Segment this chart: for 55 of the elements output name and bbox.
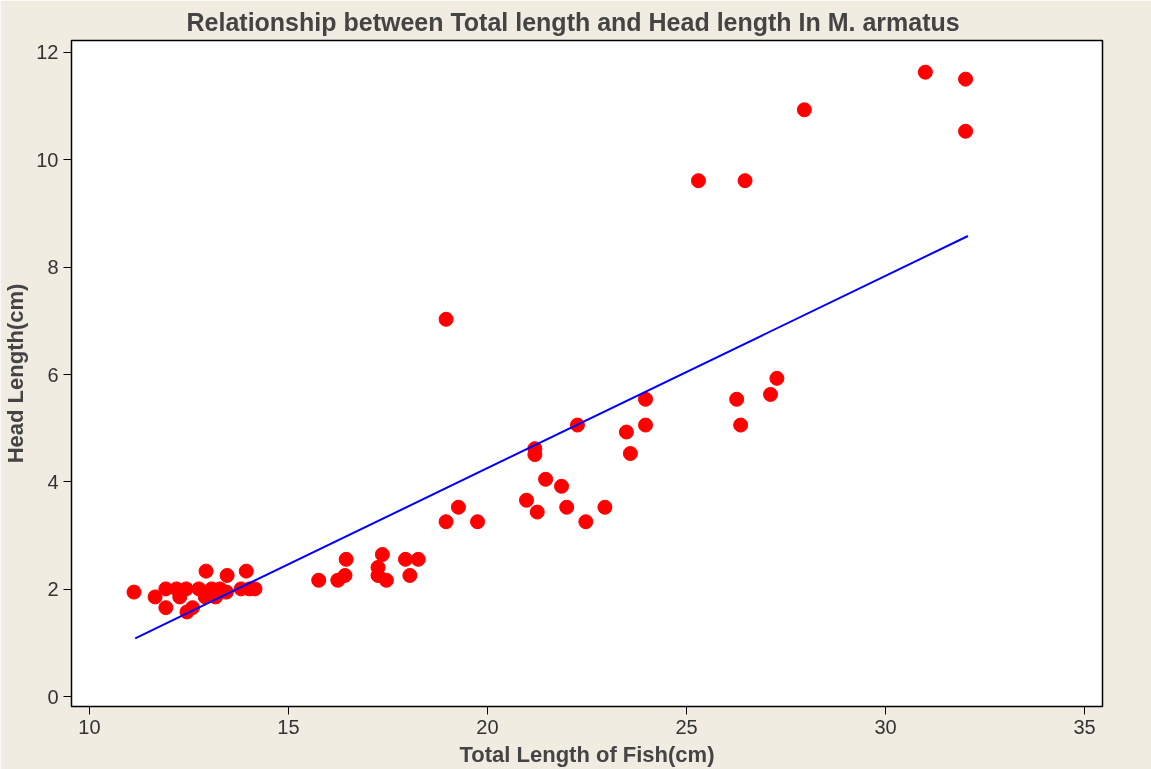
point — [622, 446, 638, 462]
point — [397, 551, 413, 567]
y-tick-label: 8 — [47, 256, 59, 279]
y-tick-label: 4 — [47, 470, 59, 493]
point — [518, 492, 534, 508]
point — [450, 499, 466, 515]
point — [374, 547, 390, 562]
point — [198, 563, 214, 579]
y-axis-title: Head Length(cm) — [3, 283, 29, 464]
point — [378, 572, 394, 588]
x-axis-title: Total Length of Fish(cm) — [459, 741, 715, 767]
point — [219, 567, 235, 583]
point — [147, 589, 163, 605]
point — [470, 514, 486, 530]
point — [958, 71, 974, 87]
point — [690, 173, 706, 189]
point — [529, 504, 545, 520]
y-tick-label: 2 — [47, 578, 59, 601]
point — [337, 567, 353, 583]
point — [238, 563, 254, 579]
y-tick-label: 0 — [47, 685, 59, 708]
x-tick-label: 15 — [277, 715, 300, 738]
point — [338, 551, 354, 567]
point — [311, 572, 327, 588]
point — [917, 64, 933, 80]
y-tick-label: 12 — [36, 41, 59, 64]
point — [597, 499, 613, 515]
point — [618, 424, 634, 440]
point — [733, 417, 749, 433]
point — [769, 370, 785, 386]
point — [958, 123, 974, 139]
point — [158, 600, 174, 616]
point — [763, 386, 779, 402]
point — [578, 514, 594, 530]
point — [538, 471, 554, 487]
point — [638, 391, 654, 407]
y-tick-label: 6 — [47, 363, 59, 386]
point — [638, 417, 654, 433]
point — [554, 478, 570, 494]
x-tick-label: 30 — [874, 715, 897, 738]
point — [438, 514, 454, 530]
point — [402, 567, 418, 583]
point — [559, 499, 575, 515]
point — [410, 551, 426, 567]
x-tick-label: 20 — [476, 715, 499, 738]
x-tick-label: 35 — [1073, 715, 1096, 738]
x-tick-label: 10 — [78, 715, 101, 738]
point — [438, 311, 454, 327]
point — [126, 584, 142, 600]
point — [729, 391, 745, 407]
x-tick-label: 25 — [675, 715, 698, 738]
point — [796, 102, 812, 118]
chart-title: Relationship between Total length and Head length In M. armatus — [186, 7, 960, 36]
y-tick-label: 10 — [36, 148, 59, 171]
point — [737, 173, 753, 189]
